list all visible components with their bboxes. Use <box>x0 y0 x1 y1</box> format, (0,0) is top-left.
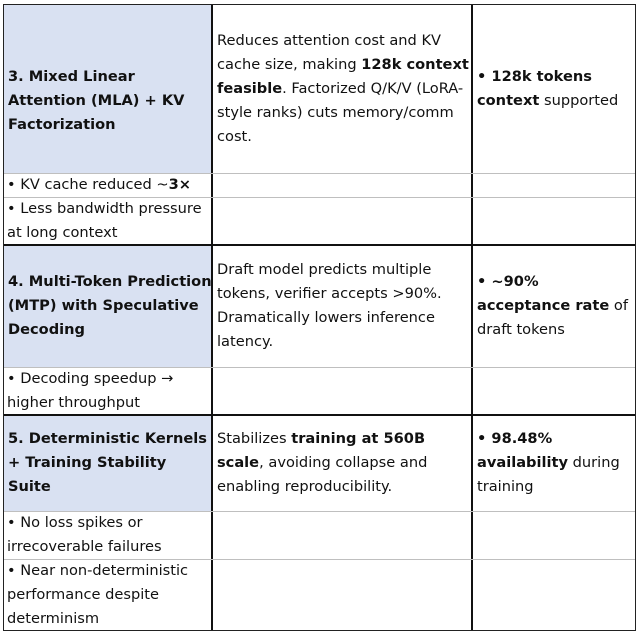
bullet-text: • KV cache reduced ~ <box>7 176 169 193</box>
row-title-deterministic: 5. Deterministic Kernels + Training Stab… <box>4 415 212 511</box>
section-divider <box>4 244 635 246</box>
row-title-mtp: 4. Multi-Token Prediction (MTP) with Spe… <box>4 245 212 367</box>
desc-text: Stabilizes <box>217 430 292 447</box>
row-desc-deterministic: Stabilizes training at 560B scale, avoid… <box>214 415 472 511</box>
row-metric-deterministic: • 98.48% availability during training <box>474 415 634 511</box>
bullet-decoding-speedup: • Decoding speedup → higher throughput <box>4 367 212 415</box>
row-title-text: 3. Mixed Linear Attention (MLA) + KV Fac… <box>8 68 185 133</box>
row-metric-mtp: • ~90% acceptance rate of draft tokens <box>474 245 634 367</box>
row-divider <box>4 367 635 368</box>
bullet-bold: 3× <box>168 176 191 193</box>
column-divider <box>211 5 213 630</box>
bullet-bandwidth: • Less bandwidth pressure at long contex… <box>4 197 212 245</box>
row-metric-mla: • 128k tokens context supported <box>474 5 634 173</box>
desc-bold: 128k context feasible <box>217 56 469 97</box>
bullet-kv-cache: • KV cache reduced ~3× <box>4 173 212 197</box>
section-divider <box>4 414 635 416</box>
metric-text: of draft tokens <box>477 297 628 338</box>
row-title-text: 5. Deterministic Kernels + Training Stab… <box>8 430 207 495</box>
row-divider <box>4 559 635 560</box>
row-title-text: 4. Multi-Token Prediction (MTP) with Spe… <box>8 273 212 338</box>
metric-bold: • 98.48% availability <box>477 430 569 471</box>
metric-text: during training <box>477 454 620 495</box>
row-divider <box>4 197 635 198</box>
column-divider <box>471 5 473 630</box>
bullet-no-loss-spikes: • No loss spikes or irrecoverable failur… <box>4 511 212 559</box>
metric-bold: • 128k tokens context <box>477 68 592 109</box>
desc-text: . Factorized Q/K/V (LoRA-style ranks) cu… <box>217 80 464 145</box>
row-desc-mla: Reduces attention cost and KV cache size… <box>214 5 472 173</box>
bullet-near-nondeterministic: • Near non-deterministic performance des… <box>4 559 212 631</box>
bullet-text: • Less bandwidth pressure at long contex… <box>7 200 202 241</box>
desc-text: Reduces attention cost and KV cache size… <box>217 32 441 73</box>
bullet-text: • Near non-deterministic performance des… <box>7 562 189 627</box>
comparison-table: 3. Mixed Linear Attention (MLA) + KV Fac… <box>3 4 636 631</box>
desc-bold: training at 560B scale <box>217 430 426 471</box>
row-divider <box>4 511 635 512</box>
row-divider <box>4 173 635 174</box>
row-desc-mtp: Draft model predicts multiple tokens, ve… <box>214 245 472 367</box>
bullet-text: • No loss spikes or irrecoverable failur… <box>7 514 162 555</box>
row-title-mla: 3. Mixed Linear Attention (MLA) + KV Fac… <box>4 5 212 173</box>
metric-text: supported <box>539 92 619 109</box>
desc-text: Draft model predicts multiple tokens, ve… <box>217 261 442 350</box>
desc-text: , avoiding collapse and enabling reprodu… <box>217 454 428 495</box>
bullet-text: • Decoding speedup → higher throughput <box>7 370 174 411</box>
metric-bold: • ~90% acceptance rate <box>477 273 610 314</box>
